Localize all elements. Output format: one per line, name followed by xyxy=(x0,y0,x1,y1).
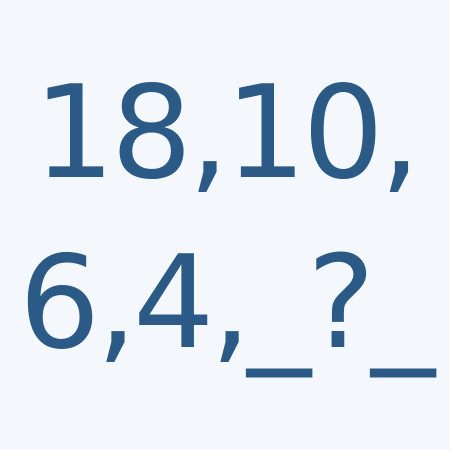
sequence-line-1: 18,10, xyxy=(33,59,420,208)
sequence-line-2: 6,4,_?_ xyxy=(18,229,435,378)
